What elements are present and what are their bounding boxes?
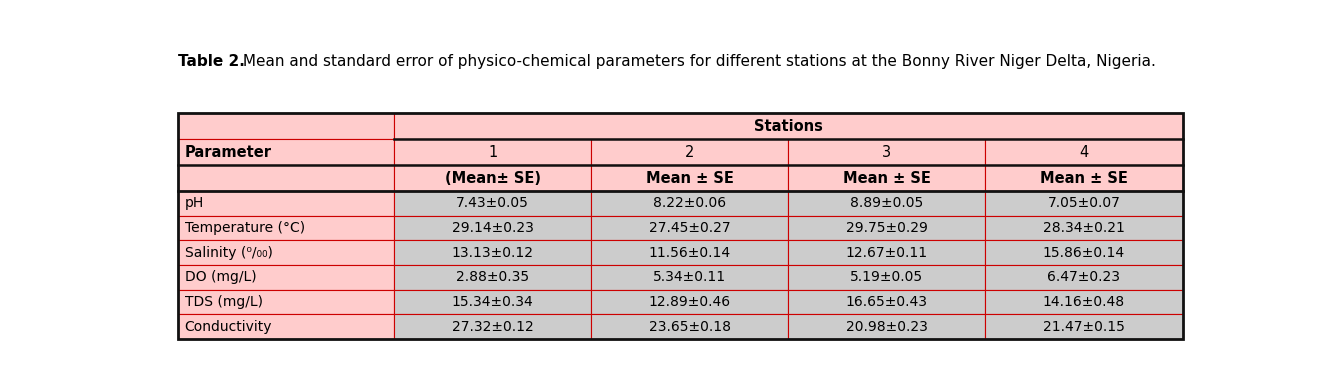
Text: 2: 2: [685, 145, 695, 160]
Bar: [788, 290, 985, 314]
Text: 14.16±0.48: 14.16±0.48: [1042, 295, 1125, 309]
Bar: [394, 216, 591, 240]
Bar: [985, 139, 1183, 165]
Text: 15.86±0.14: 15.86±0.14: [1042, 246, 1125, 260]
Text: 29.75±0.29: 29.75±0.29: [846, 221, 927, 235]
Text: DO (mg/L): DO (mg/L): [185, 270, 256, 284]
Text: (Mean± SE): (Mean± SE): [445, 170, 540, 186]
Bar: [178, 191, 394, 216]
Bar: [178, 314, 394, 339]
Bar: [591, 165, 788, 191]
Bar: [788, 314, 985, 339]
Bar: [178, 265, 394, 290]
Bar: [394, 240, 591, 265]
Text: 23.65±0.18: 23.65±0.18: [648, 319, 730, 334]
Text: pH: pH: [185, 196, 203, 210]
Text: Mean ± SE: Mean ± SE: [1040, 170, 1127, 186]
Text: 2.88±0.35: 2.88±0.35: [457, 270, 530, 284]
Text: 11.56±0.14: 11.56±0.14: [648, 246, 730, 260]
Text: 8.89±0.05: 8.89±0.05: [850, 196, 923, 210]
Text: 6.47±0.23: 6.47±0.23: [1048, 270, 1121, 284]
Text: 21.47±0.15: 21.47±0.15: [1042, 319, 1125, 334]
Text: 8.22±0.06: 8.22±0.06: [653, 196, 726, 210]
Bar: [788, 191, 985, 216]
Bar: [591, 265, 788, 290]
Text: 3: 3: [882, 145, 891, 160]
Bar: [985, 191, 1183, 216]
Text: 4: 4: [1080, 145, 1089, 160]
Text: Salinity (⁰/₀₀): Salinity (⁰/₀₀): [185, 246, 272, 260]
Bar: [394, 290, 591, 314]
Bar: [591, 290, 788, 314]
Text: 1: 1: [489, 145, 498, 160]
Bar: [591, 139, 788, 165]
Bar: [985, 165, 1183, 191]
Bar: [178, 290, 394, 314]
Bar: [178, 240, 394, 265]
Bar: [591, 216, 788, 240]
Bar: [985, 240, 1183, 265]
Text: 20.98±0.23: 20.98±0.23: [846, 319, 927, 334]
Text: 27.32±0.12: 27.32±0.12: [452, 319, 534, 334]
Bar: [985, 216, 1183, 240]
Text: Parameter: Parameter: [185, 145, 271, 160]
Bar: [394, 165, 591, 191]
Text: Mean ± SE: Mean ± SE: [842, 170, 931, 186]
Bar: [985, 290, 1183, 314]
Bar: [394, 113, 1183, 139]
Bar: [591, 240, 788, 265]
Bar: [591, 191, 788, 216]
Text: 16.65±0.43: 16.65±0.43: [846, 295, 927, 309]
Bar: [394, 139, 591, 165]
Bar: [178, 113, 394, 139]
Bar: [985, 265, 1183, 290]
Text: 5.34±0.11: 5.34±0.11: [653, 270, 726, 284]
Bar: [394, 191, 591, 216]
Bar: [178, 139, 394, 165]
Text: 7.05±0.07: 7.05±0.07: [1048, 196, 1121, 210]
Bar: [394, 265, 591, 290]
Text: 29.14±0.23: 29.14±0.23: [452, 221, 534, 235]
Bar: [178, 216, 394, 240]
Bar: [788, 165, 985, 191]
Text: 12.89±0.46: 12.89±0.46: [648, 295, 730, 309]
Text: 12.67±0.11: 12.67±0.11: [846, 246, 927, 260]
Bar: [178, 165, 394, 191]
Bar: [394, 314, 591, 339]
Text: TDS (mg/L): TDS (mg/L): [185, 295, 263, 309]
Text: 5.19±0.05: 5.19±0.05: [850, 270, 923, 284]
Text: Temperature (°C): Temperature (°C): [185, 221, 304, 235]
Text: Mean ± SE: Mean ± SE: [645, 170, 733, 186]
Text: 7.43±0.05: 7.43±0.05: [457, 196, 529, 210]
Text: 27.45±0.27: 27.45±0.27: [649, 221, 730, 235]
Bar: [788, 216, 985, 240]
Bar: [178, 113, 1183, 339]
Text: 28.34±0.21: 28.34±0.21: [1042, 221, 1125, 235]
Text: Conductivity: Conductivity: [185, 319, 272, 334]
Text: 13.13±0.12: 13.13±0.12: [452, 246, 534, 260]
Bar: [985, 314, 1183, 339]
Bar: [788, 240, 985, 265]
Bar: [591, 314, 788, 339]
Bar: [788, 139, 985, 165]
Text: 15.34±0.34: 15.34±0.34: [452, 295, 534, 309]
Text: Mean and standard error of physico-chemical parameters for different stations at: Mean and standard error of physico-chemi…: [238, 54, 1155, 70]
Text: Table 2.: Table 2.: [178, 54, 246, 70]
Bar: [788, 265, 985, 290]
Text: Stations: Stations: [754, 118, 823, 134]
